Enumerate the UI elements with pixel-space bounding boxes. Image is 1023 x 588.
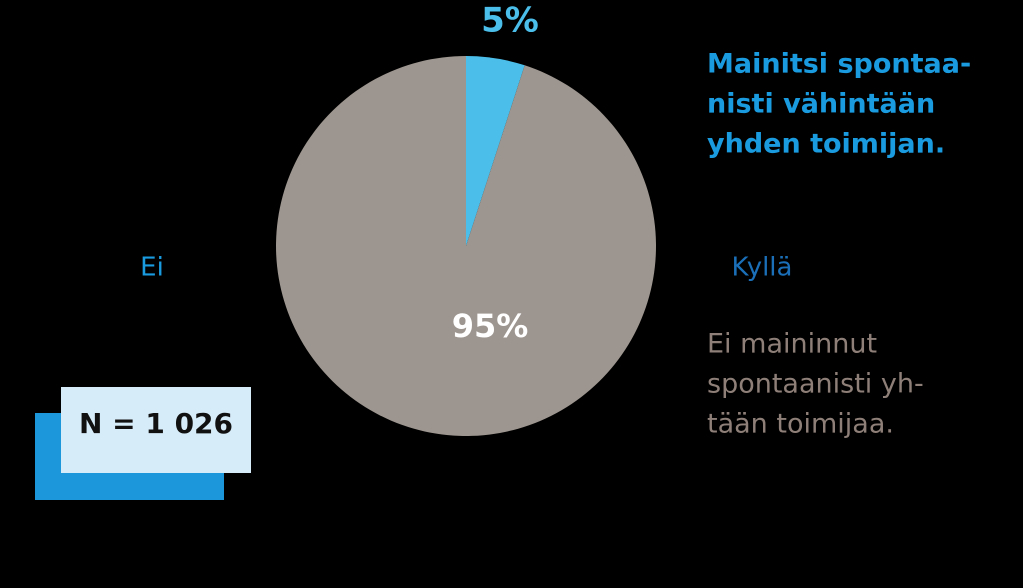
description: yhden toimijan. <box>707 129 945 160</box>
category-label: Ei <box>140 253 164 283</box>
description: tään toimijaa. <box>707 409 894 440</box>
pie-slice <box>466 56 525 246</box>
description: nisti vähintään <box>707 89 935 120</box>
description: Ei maininnut <box>707 329 877 360</box>
value-label: 5% <box>481 1 539 41</box>
value-label: 95% <box>452 307 529 345</box>
note-box <box>61 387 251 473</box>
category-label: Kyllä <box>732 253 793 283</box>
description: Mainitsi spontaa- <box>707 49 971 80</box>
pie-slice <box>276 56 657 436</box>
description: spontaanisti yh- <box>707 369 924 400</box>
note: N = 1 026 <box>79 407 233 440</box>
